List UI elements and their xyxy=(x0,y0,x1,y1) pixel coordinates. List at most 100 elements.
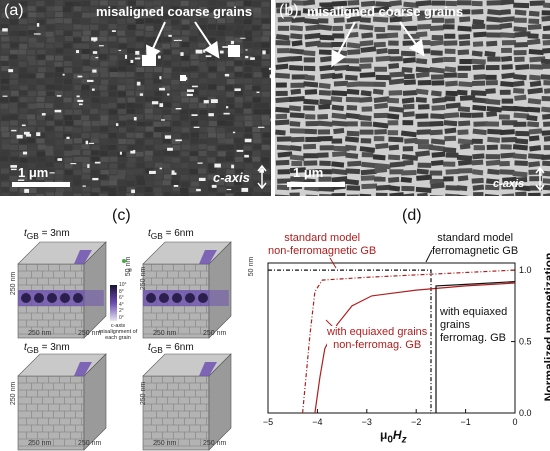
grain xyxy=(135,187,144,193)
grain xyxy=(290,176,306,183)
grain xyxy=(431,80,445,86)
panel-b-arrows xyxy=(331,21,425,68)
grain xyxy=(344,178,360,186)
grain xyxy=(153,151,162,157)
grain xyxy=(513,26,527,33)
bright-grain xyxy=(180,52,184,56)
grain xyxy=(9,19,18,25)
grain xyxy=(226,18,235,24)
grain xyxy=(235,151,244,157)
grain xyxy=(109,175,118,181)
grain xyxy=(162,85,171,91)
grain xyxy=(37,7,46,13)
grain xyxy=(216,175,225,181)
grain xyxy=(1,36,10,42)
grain xyxy=(108,109,117,115)
grain xyxy=(208,114,217,120)
scale-bar-a xyxy=(12,182,70,187)
grain xyxy=(90,181,99,187)
grain xyxy=(320,72,336,80)
grain xyxy=(135,13,144,19)
grain xyxy=(207,30,216,36)
grain xyxy=(360,121,372,127)
grain xyxy=(100,186,109,192)
grain xyxy=(28,60,37,66)
grain xyxy=(457,175,469,182)
misaligned-grain xyxy=(198,293,208,303)
grain xyxy=(305,136,321,143)
grain xyxy=(135,0,144,6)
bright-grain xyxy=(226,188,232,191)
grain xyxy=(275,194,289,196)
grain xyxy=(512,153,527,160)
grain xyxy=(162,73,171,79)
grain xyxy=(234,72,243,78)
grain xyxy=(189,85,198,91)
grain xyxy=(207,180,216,186)
grain xyxy=(199,139,208,145)
grain xyxy=(376,33,390,39)
grain xyxy=(235,192,244,196)
grain xyxy=(261,1,270,7)
grain xyxy=(180,133,189,139)
grain xyxy=(72,18,81,24)
grain xyxy=(331,8,344,16)
grain xyxy=(118,49,127,55)
grain xyxy=(181,97,190,103)
grain xyxy=(73,156,82,162)
grain xyxy=(54,84,63,90)
grain xyxy=(28,12,37,18)
grain xyxy=(37,60,46,66)
grain xyxy=(73,85,82,91)
grain xyxy=(207,78,216,84)
grain xyxy=(443,120,458,127)
grain xyxy=(36,42,45,48)
grain xyxy=(19,67,28,73)
grain xyxy=(359,72,376,78)
grain xyxy=(45,72,54,78)
grain xyxy=(100,79,109,85)
grain xyxy=(261,7,270,13)
grain xyxy=(19,43,28,49)
grain xyxy=(0,97,9,103)
misaligned-band-side xyxy=(209,290,229,306)
panel-c-cubes xyxy=(17,241,232,451)
grain xyxy=(144,150,153,156)
grain xyxy=(46,192,55,196)
grain xyxy=(27,169,36,175)
grain xyxy=(270,175,271,181)
bright-grain xyxy=(41,113,46,116)
grain xyxy=(289,154,305,162)
grain xyxy=(415,58,428,65)
grain xyxy=(108,60,117,66)
grain xyxy=(82,126,91,132)
grain xyxy=(527,87,543,95)
bright-grain xyxy=(171,170,175,175)
grain xyxy=(345,136,360,143)
grain xyxy=(9,175,18,181)
panel-b-annotation: misaligned coarse grains xyxy=(307,4,464,19)
grain xyxy=(171,150,180,156)
grain xyxy=(415,0,432,7)
grain xyxy=(198,120,207,126)
grain xyxy=(172,145,181,151)
grain xyxy=(154,180,163,186)
grain xyxy=(91,156,100,162)
grain xyxy=(9,186,18,192)
annotation-arrows xyxy=(325,249,433,331)
panel-a-arrows xyxy=(146,21,220,63)
grain xyxy=(431,17,445,23)
grain xyxy=(331,0,348,7)
grain xyxy=(373,96,390,104)
bright-grain xyxy=(164,135,172,139)
grain xyxy=(318,176,332,182)
grain xyxy=(252,156,261,162)
grain xyxy=(99,97,108,103)
bright-grain xyxy=(159,76,162,80)
grain xyxy=(37,67,46,73)
grain xyxy=(109,127,118,133)
grain xyxy=(27,109,36,115)
grain xyxy=(64,157,73,163)
grain xyxy=(244,55,253,61)
grain xyxy=(100,103,109,109)
